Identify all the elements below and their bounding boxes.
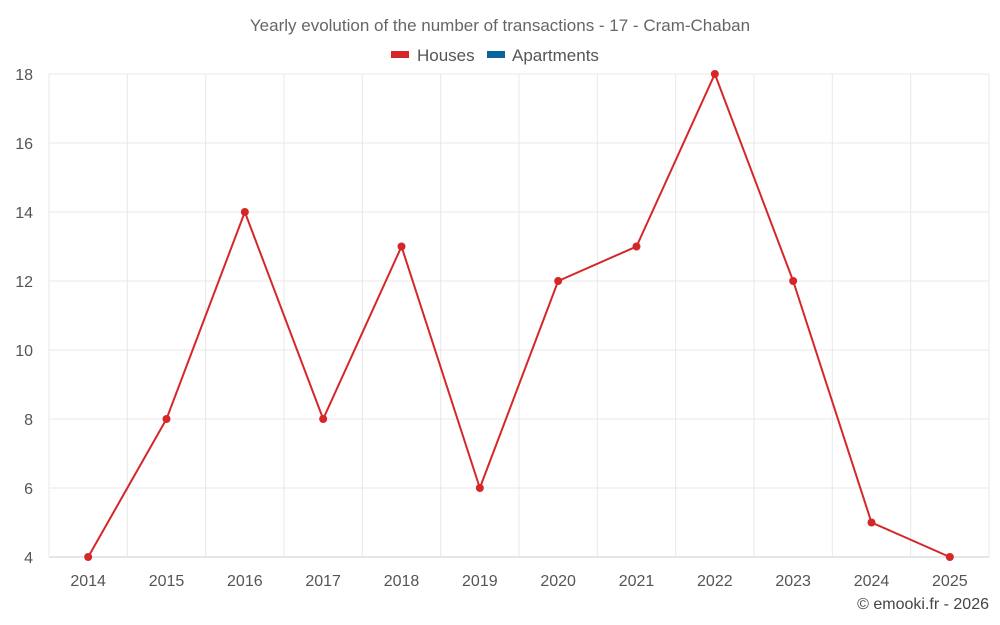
legend-swatch-apartments <box>487 51 505 58</box>
x-tick-label: 2022 <box>697 573 733 590</box>
x-axis-ticks: 2014 2015 2016 2017 2018 2019 2020 2021 2022 2023… <box>70 573 967 590</box>
data-point[interactable] <box>554 277 563 285</box>
x-tick-label: 2016 <box>227 573 263 590</box>
x-tick-label: 2014 <box>70 573 106 590</box>
series-line-houses <box>87 73 951 558</box>
data-point[interactable] <box>710 70 719 78</box>
x-tick-label: 2019 <box>462 573 498 590</box>
y-axis-ticks: 4 6 8 10 12 14 16 18 <box>15 67 33 567</box>
data-point[interactable] <box>867 518 876 527</box>
grid <box>48 73 990 558</box>
series-houses <box>84 70 954 561</box>
x-tick-label: 2020 <box>540 573 576 590</box>
data-point[interactable] <box>789 277 798 285</box>
data-point[interactable] <box>945 553 954 561</box>
x-tick-label: 2018 <box>384 573 420 590</box>
legend-label-apartments[interactable]: Apartments <box>512 46 599 65</box>
data-point[interactable] <box>397 242 406 251</box>
data-point[interactable] <box>240 208 249 216</box>
y-tick-label: 16 <box>15 136 33 153</box>
y-tick-label: 6 <box>24 481 33 498</box>
x-tick-label: 2017 <box>305 573 341 590</box>
x-tick-label: 2024 <box>854 573 890 590</box>
y-tick-label: 4 <box>24 550 33 567</box>
x-tick-label: 2023 <box>775 573 811 590</box>
y-tick-label: 8 <box>24 412 33 429</box>
legend-label-houses[interactable]: Houses <box>417 46 475 65</box>
data-point[interactable] <box>475 484 484 492</box>
y-tick-label: 18 <box>15 67 33 84</box>
chart-title: Yearly evolution of the number of transa… <box>250 16 750 35</box>
y-tick-label: 12 <box>15 274 33 291</box>
legend-swatch-houses <box>391 51 409 58</box>
x-tick-label: 2015 <box>149 573 185 590</box>
data-point[interactable] <box>319 415 328 423</box>
y-tick-label: 14 <box>15 205 33 222</box>
data-point[interactable] <box>84 553 93 561</box>
data-point[interactable] <box>162 415 171 423</box>
data-point[interactable] <box>632 242 641 251</box>
x-tick-label: 2021 <box>619 573 655 590</box>
legend: Houses Apartments <box>391 46 599 65</box>
y-tick-label: 10 <box>15 343 33 360</box>
x-tick-label: 2025 <box>932 573 968 590</box>
credit-text: © emooki.fr - 2026 <box>857 596 989 613</box>
